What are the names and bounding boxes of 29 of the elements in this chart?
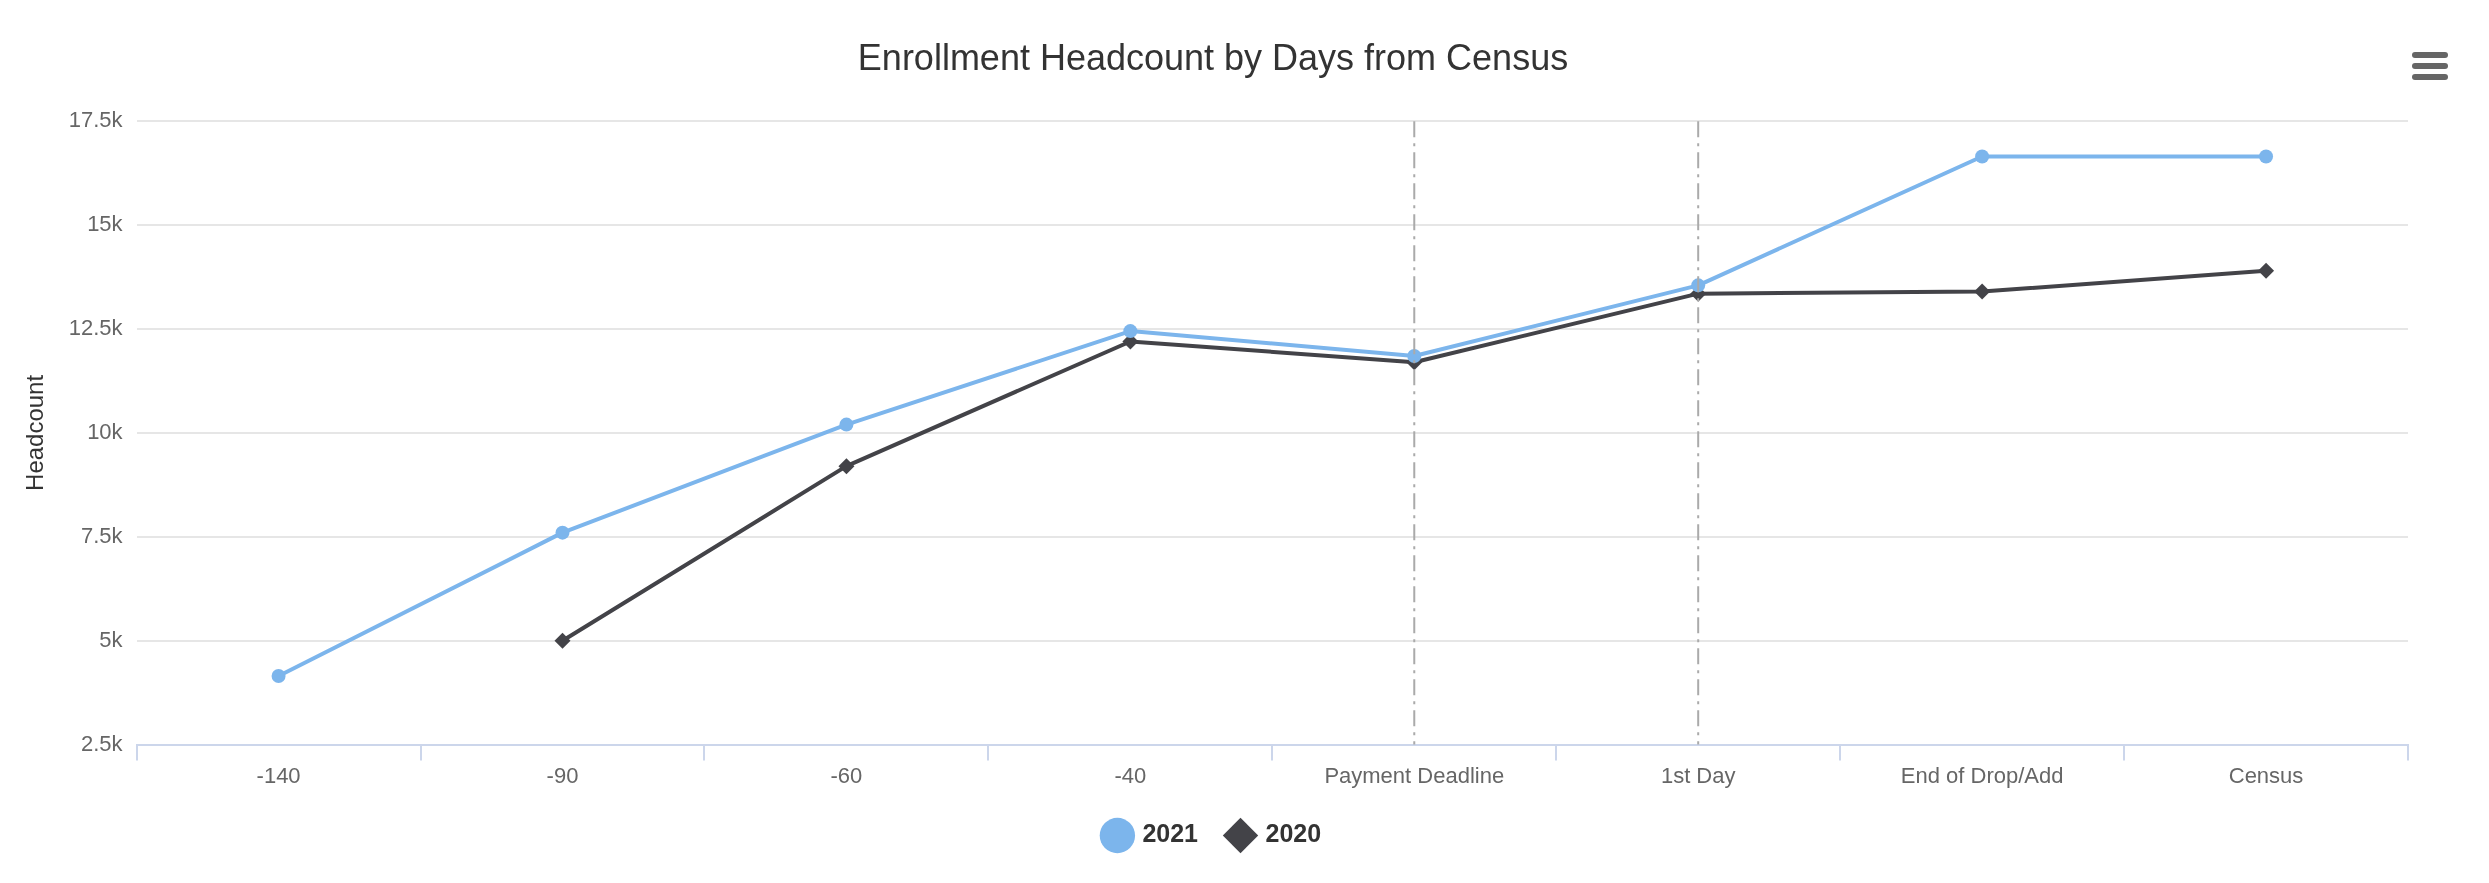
point: [554, 632, 571, 649]
x-tick-label: -90: [546, 762, 579, 788]
y-axis-title: Headcount: [21, 374, 49, 491]
point: [2258, 262, 2275, 279]
point: [1975, 149, 1990, 164]
point: [555, 525, 570, 540]
legend-label: 2020: [1265, 819, 1322, 848]
y-tick-label: 12.5k: [68, 315, 124, 341]
point: [1974, 283, 1991, 300]
y-tick-label: 2.5k: [81, 730, 124, 756]
point: [271, 669, 286, 684]
x-tick-label: -140: [256, 762, 301, 788]
x-tick-label: -60: [830, 762, 863, 788]
y-tick-label: 17.5k: [68, 107, 124, 133]
y-tick-label: 15k: [87, 211, 124, 237]
point: [2259, 149, 2274, 164]
y-tick-label: 7.5k: [81, 522, 124, 548]
x-tick-label: End of Drop/Add: [1900, 762, 2064, 788]
x-tick-label: Census: [2228, 762, 2304, 788]
y-tick-label: 10k: [87, 418, 124, 444]
legend-label: 2021: [1142, 819, 1199, 848]
point: [1123, 324, 1138, 339]
point: [838, 458, 855, 475]
point: [839, 417, 854, 432]
chart-title: Enrollment Headcount by Days from Census: [857, 36, 1569, 78]
x-tick-label: 1st Day: [1660, 762, 1736, 788]
y-tick-label: 5k: [99, 626, 124, 652]
x-tick-label: -40: [1114, 762, 1147, 788]
x-tick-label: Payment Deadline: [1324, 762, 1505, 788]
